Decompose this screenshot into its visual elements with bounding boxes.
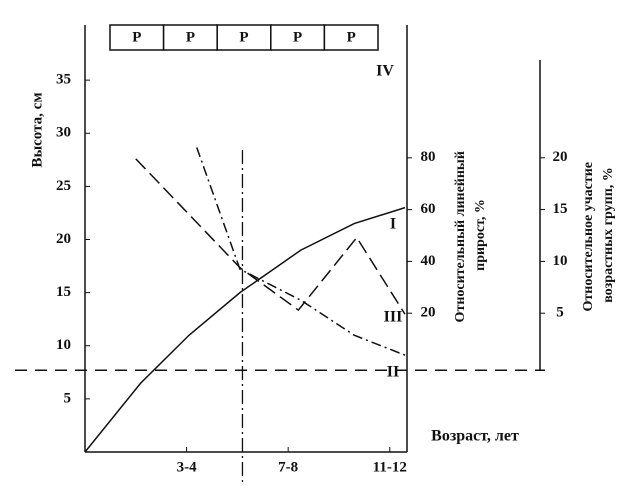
period-box <box>162 24 218 51</box>
y2-axis-label-line: Относительный линейный <box>453 151 468 322</box>
curve-label: II <box>387 364 399 381</box>
period-box <box>109 24 165 51</box>
y3-tick-label: 10 <box>553 253 568 269</box>
y3-axis-label-line: Относительное участие <box>581 162 596 312</box>
period-box-label: Р <box>239 29 248 45</box>
y-tick-label: 5 <box>64 390 72 406</box>
y3-tick-label: 15 <box>553 201 568 217</box>
x-tick-label: 11-12 <box>373 459 407 475</box>
period-box <box>270 24 326 51</box>
y3-axis-label-line: возрастных групп, % <box>601 167 616 303</box>
y2-tick-label: 80 <box>421 149 436 165</box>
y-tick-label: 10 <box>56 337 71 353</box>
line-series <box>84 206 406 453</box>
period-box <box>216 24 272 51</box>
x-axis-label: Возраст, лет <box>431 428 519 445</box>
curve-label: I <box>390 216 396 233</box>
x-tick-label: 7-8 <box>278 459 298 475</box>
curve-label: III <box>384 309 403 326</box>
y2-axis-label: Относительный линейный прирост, % <box>453 148 488 323</box>
y3-tick-label: 5 <box>556 305 564 321</box>
y-tick-label: 35 <box>56 72 71 88</box>
period-box-label: Р <box>186 29 195 45</box>
y3-axis-label: Относительное участие возрастных групп, … <box>581 158 616 311</box>
y-tick-label: 20 <box>56 231 71 247</box>
y-tick-label: 15 <box>56 284 71 300</box>
y2-tick-label: 40 <box>421 253 436 269</box>
y-tick-label: 25 <box>56 178 71 194</box>
line-series <box>196 147 406 356</box>
y2-tick-label: 20 <box>421 305 436 321</box>
y2-tick-label: 60 <box>421 201 436 217</box>
period-box <box>323 24 379 51</box>
y-axis-label: Высота, см <box>29 92 45 167</box>
y3-tick-label: 20 <box>553 149 568 165</box>
period-box-label: Р <box>347 29 356 45</box>
y2-axis-label-line: прирост, % <box>473 199 488 271</box>
x-tick-label: 3-4 <box>177 459 197 475</box>
period-box-label: Р <box>132 29 141 45</box>
line-series <box>135 158 406 315</box>
curve-label: IV <box>376 63 394 80</box>
period-box-label: Р <box>293 29 302 45</box>
y-tick-label: 30 <box>56 125 71 141</box>
